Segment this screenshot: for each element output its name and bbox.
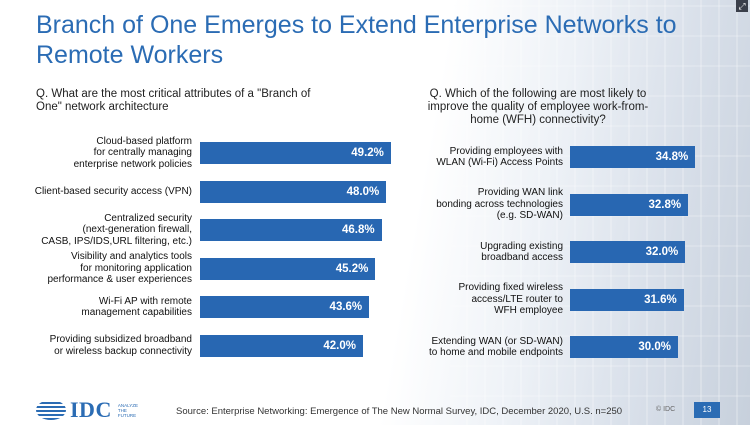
category-label-line: WFH employee [494, 305, 563, 317]
expand-icon[interactable]: ⤢ [736, 0, 748, 12]
category-label-line: performance & user experiences [47, 274, 192, 286]
category-label-line: Providing fixed wireless [458, 282, 564, 294]
bar: 42.0% [200, 334, 363, 357]
bar: 32.0% [570, 241, 686, 263]
slide-title: Branch of One Emerges to Extend Enterpri… [36, 11, 677, 69]
value-label: 42.0% [323, 339, 356, 352]
source-note: Source: Enterprise Networking: Emergence… [176, 406, 623, 417]
category-label-line: for monitoring application [80, 262, 192, 274]
bar: 31.6% [570, 288, 684, 311]
category-label: Client-based security access (VPN) [20, 186, 192, 198]
bar: 45.2% [200, 257, 376, 280]
category-label-line: or wireless backup connectivity [54, 345, 192, 357]
footer: IDC ANALYZE THE FUTURE Source: Enterpris… [0, 392, 750, 425]
category-label-line: enterprise network policies [73, 158, 192, 170]
bar: 48.0% [200, 180, 387, 203]
category-label-line: WLAN (Wi-Fi) Access Points [436, 157, 563, 168]
category-label-line: Wi-Fi AP with remote [98, 295, 192, 307]
category-label: Providing employees with WLAN (Wi-Fi) Acc… [400, 146, 563, 169]
value-label: 34.8% [655, 151, 689, 163]
category-label-line: broadband access [481, 252, 563, 263]
category-label-line: management capabilities [81, 307, 192, 318]
value-label: 46.8% [341, 224, 375, 236]
idc-logo: IDC ANALYZE THE FUTURE [36, 397, 144, 422]
category-label-line: Extending WAN (or SD-WAN) [431, 335, 563, 347]
bar: 32.8% [570, 193, 689, 216]
globe-icon [36, 400, 66, 420]
category-label-line: Providing WAN link [477, 187, 563, 199]
category-label-line: bonding across technologies [436, 198, 563, 210]
bar: 30.0% [570, 336, 678, 358]
category-label: Centralized security (next-generation fir… [20, 213, 192, 248]
category-label: Visibility and analytics tools for monito… [20, 251, 192, 286]
bar: 34.8% [570, 146, 696, 168]
category-label: Providing fixed wireless access/LTE route… [400, 282, 564, 317]
category-label-line: Providing employees with [449, 145, 563, 157]
right-chart-question: Q. Which of the following are most likel… [427, 88, 649, 126]
bar: 43.6% [200, 296, 370, 318]
value-label: 32.0% [645, 246, 679, 258]
category-label-line: access/LTE router to [471, 293, 563, 305]
bar: 46.8% [200, 219, 382, 241]
category-label-line: CASB, IPS/IDS,URL filtering, etc.) [41, 235, 192, 247]
category-label-line: Centralized security [104, 212, 192, 224]
category-label: Providing WAN link bonding across technol… [400, 187, 563, 222]
category-label: Cloud-based platform for centrally managi… [20, 136, 192, 171]
category-label-line: for centrally managing [93, 147, 192, 159]
category-label-line: to home and mobile endpoints [429, 347, 563, 358]
value-label: 31.6% [644, 293, 677, 306]
category-label: Extending WAN (or SD-WAN) to home and mob… [400, 336, 563, 359]
category-label-line: (e.g. SD-WAN) [496, 210, 563, 222]
category-label-line: Providing subsidized broadband [49, 334, 192, 345]
idc-logo-text: IDC [70, 397, 112, 422]
bar: 49.2% [200, 142, 391, 164]
category-label-line: Cloud-based platform [96, 135, 192, 147]
value-label: 49.2% [351, 147, 384, 159]
category-label: Wi-Fi AP with remote management capabilit… [20, 296, 192, 319]
category-label-line: Client-based security access (VPN) [34, 185, 192, 197]
category-label-line: (next-generation firewall, [82, 224, 193, 236]
left-chart-question: Q. What are the most critical attributes… [36, 88, 311, 113]
value-label: 48.0% [346, 185, 380, 198]
idc-logo-tagline: ANALYZE THE FUTURE [117, 402, 139, 418]
value-label: 30.0% [638, 341, 671, 353]
value-label: 43.6% [329, 301, 363, 313]
category-label-line: Visibility and analytics tools [71, 251, 192, 263]
page-number: 13 [694, 402, 720, 418]
category-label: Upgrading existing broadband access [400, 241, 563, 264]
category-label-line: Upgrading existing [480, 240, 563, 252]
value-label: 32.8% [648, 198, 682, 211]
copyright: © IDC [656, 406, 676, 413]
category-label: Providing subsidized broadband or wireles… [20, 334, 192, 357]
value-label: 45.2% [335, 262, 369, 275]
